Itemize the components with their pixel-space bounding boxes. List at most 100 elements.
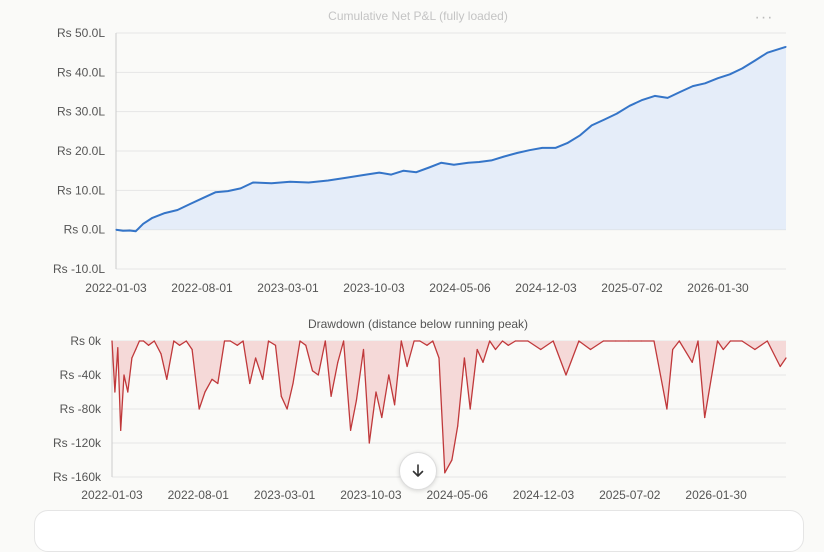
data-point [467,162,469,164]
data-point [166,378,168,380]
y-tick-label: Rs -10.0L [53,262,105,276]
data-point [147,344,150,346]
data-point [566,142,568,144]
data-point [122,230,124,232]
data-point [292,382,294,385]
x-tick-label: 2023-03-01 [254,488,316,502]
y-tick-label: Rs 50.0L [57,26,105,40]
data-point [135,348,137,351]
scroll-down-button[interactable] [399,452,437,490]
data-point [204,391,206,393]
data-point [286,408,288,410]
series-line [111,340,787,474]
series-area [116,46,786,232]
data-point [324,340,326,342]
data-point [428,166,430,169]
data-point [578,340,580,342]
data-point [308,181,310,184]
data-point [615,340,617,342]
x-tick-label: 2024-05-06 [427,488,489,502]
data-point [381,416,383,419]
data-point [267,340,270,342]
data-point [403,170,405,172]
data-point [127,391,129,393]
data-point [478,161,480,163]
data-point [754,59,756,62]
data-point [131,357,133,359]
series-area [112,341,786,473]
y-tick-label: Rs 40.0L [57,65,105,79]
data-point [229,340,231,342]
data-point [343,340,345,342]
data-point [528,149,531,151]
y-tick-label: Rs 30.0L [57,105,105,119]
data-point [223,340,226,342]
x-tick-label: 2022-08-01 [168,488,230,502]
data-point [490,159,492,161]
data-point [400,340,402,342]
data-point [463,357,465,359]
data-point [330,395,332,397]
data-point [679,91,681,93]
data-point [438,357,440,359]
x-tick-label: 2025-07-02 [601,281,663,295]
data-point [457,425,459,427]
data-point [270,182,273,184]
y-tick-label: Rs -160k [53,470,102,484]
data-point [432,340,434,342]
data-point [507,344,509,346]
chart-menu-button[interactable]: ··· [754,9,774,26]
data-point [426,344,428,346]
data-point [249,382,251,385]
data-point [142,223,144,225]
data-point [729,73,731,75]
data-point [503,155,505,158]
data-point [654,95,656,97]
data-point [451,459,453,461]
data-point [704,82,706,84]
data-point [138,340,140,342]
y-tick-label: Rs -120k [53,436,102,450]
data-point [741,67,743,69]
data-point [704,416,706,419]
data-point [514,340,517,342]
data-point [189,203,191,205]
data-point [785,357,787,359]
data-point [602,340,605,342]
data-point [123,374,125,376]
drawdown-chart: Rs 0k Rs -40k Rs -80k Rs -120k Rs -160k 2022-… [53,334,787,502]
x-tick-label: 2023-03-01 [257,281,319,295]
x-tick-label: 2022-08-01 [171,281,233,295]
pnl-chart-title: Cumulative Net P&L (fully loaded) [328,9,508,23]
data-point [120,429,122,431]
data-point [111,340,113,342]
data-point [653,340,655,342]
data-point [552,340,554,342]
data-point [365,174,367,176]
data-point [754,348,756,351]
data-point [375,391,377,393]
data-point [591,124,593,126]
data-point [115,229,117,231]
data-point [337,361,339,363]
data-point [516,152,518,154]
data-point [355,399,357,402]
data-point [729,340,732,342]
data-point [628,340,630,342]
data-point [440,162,442,164]
data-point [741,340,743,342]
data-point [415,171,417,173]
data-point [135,230,137,232]
data-point [453,164,455,166]
data-point [242,340,244,342]
data-point [160,353,162,355]
data-point [717,77,719,79]
data-point [191,348,193,351]
data-point [211,378,213,380]
data-point [236,344,238,346]
data-point [629,105,631,107]
data-point [501,340,504,342]
data-point [173,340,175,342]
data-point [482,361,484,363]
data-point [262,378,264,380]
